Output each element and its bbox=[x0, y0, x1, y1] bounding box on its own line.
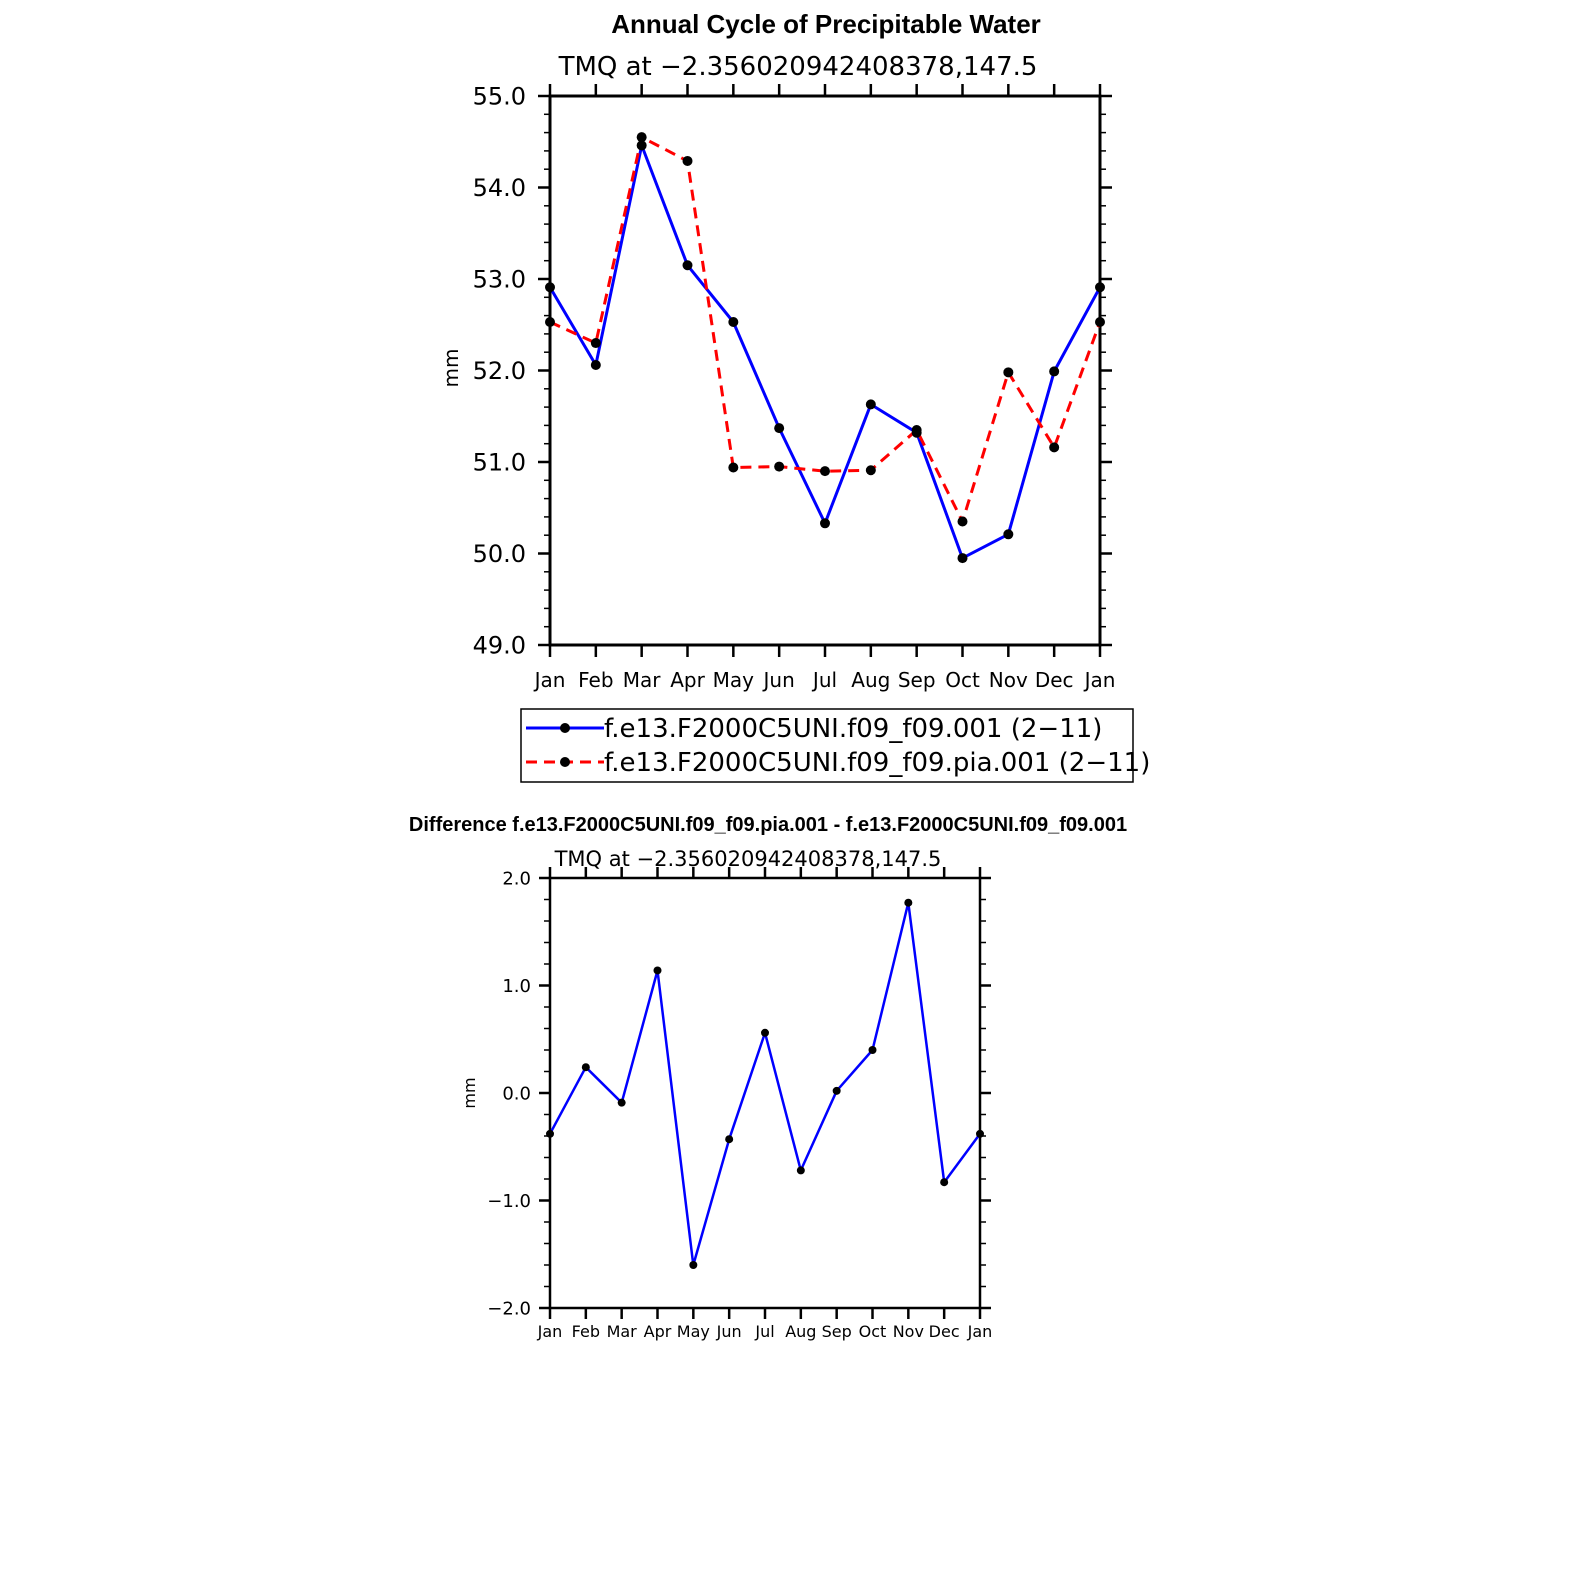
difference-x-tick-label: Jan bbox=[967, 1322, 993, 1341]
x-tick-label: Apr bbox=[670, 668, 705, 692]
difference-series-line-1 bbox=[548, 901, 982, 1267]
series-2-point bbox=[682, 155, 693, 166]
difference-series-1-point bbox=[653, 966, 662, 975]
series-line-1 bbox=[548, 143, 1102, 560]
difference-series-1-point bbox=[689, 1261, 698, 1269]
series-2-point bbox=[636, 132, 647, 143]
difference-x-tick-label: Mar bbox=[607, 1322, 638, 1341]
x-tick-label: Nov bbox=[989, 668, 1028, 692]
series-1-point bbox=[1095, 282, 1105, 293]
chart-subtitle: TMQ at −2.356020942408378,147.5 bbox=[558, 52, 1038, 82]
difference-chart-title: Difference f.e13.F2000C5UNI.f09_f09.pia.… bbox=[409, 814, 1127, 836]
series-2-point bbox=[774, 461, 785, 472]
x-tick-label: Sep bbox=[898, 668, 936, 692]
series-1-point bbox=[820, 518, 830, 529]
difference-x-tick-label: Feb bbox=[572, 1322, 600, 1341]
difference-plot-frame bbox=[548, 876, 982, 1310]
series-2-point bbox=[590, 338, 601, 349]
axis-ticks: Jan Feb Mar Apr May Jun Jul Aug Sep Oct Nov Dec Jan 4… bbox=[473, 83, 1116, 692]
x-tick-label: May bbox=[713, 668, 755, 692]
difference-series-1-point bbox=[832, 1086, 841, 1095]
x-tick-label: Jul bbox=[811, 668, 837, 692]
annual-cycle-panel: Annual Cycle of Precipitable Water TMQ a… bbox=[439, 9, 1150, 783]
series-layer bbox=[545, 132, 1105, 564]
difference-series-1-point bbox=[796, 1166, 805, 1175]
series-1-point bbox=[590, 360, 601, 371]
difference-y-axis-label: mm bbox=[460, 1077, 479, 1108]
difference-series-1-point bbox=[761, 1028, 769, 1037]
y-tick-label: 55.0 bbox=[473, 83, 526, 111]
difference-series-1-point bbox=[581, 1063, 590, 1072]
difference-axis-ticks: Jan Feb Mar Apr May Jun Jul Aug Sep Oct Nov Dec Jan−… bbox=[487, 867, 992, 1341]
difference-y-tick-label: 0.0 bbox=[502, 1083, 531, 1104]
series-1-point bbox=[774, 423, 785, 434]
series-2-point bbox=[1049, 442, 1060, 453]
y-tick-label: 50.0 bbox=[473, 540, 526, 568]
difference-x-tick-label: Aug bbox=[785, 1322, 816, 1341]
x-tick-label: Jan bbox=[533, 668, 566, 692]
series-1-point bbox=[545, 282, 555, 293]
difference-x-tick-label: Jul bbox=[754, 1322, 774, 1341]
difference-y-tick-label: 1.0 bbox=[502, 976, 531, 997]
series-2-point bbox=[1095, 317, 1105, 328]
difference-x-tick-label: Apr bbox=[644, 1322, 672, 1341]
difference-series-layer bbox=[546, 898, 984, 1269]
difference-panel: Difference f.e13.F2000C5UNI.f09_f09.pia.… bbox=[409, 814, 1127, 1341]
difference-chart-subtitle: TMQ at −2.356020942408378,147.5 bbox=[554, 847, 942, 871]
y-tick-label: 54.0 bbox=[473, 174, 526, 202]
difference-series-1-point bbox=[725, 1135, 734, 1144]
y-tick-label: 52.0 bbox=[473, 357, 526, 385]
difference-x-tick-label: May bbox=[677, 1322, 710, 1341]
y-tick-label: 51.0 bbox=[473, 449, 526, 477]
difference-series-1-point bbox=[940, 1178, 949, 1187]
difference-series-1-point bbox=[904, 898, 913, 907]
legend-marker-series-2 bbox=[560, 757, 570, 767]
series-1-point bbox=[957, 553, 968, 564]
y-tick-label: 49.0 bbox=[473, 632, 526, 660]
legend-marker-series-1 bbox=[560, 723, 570, 733]
x-tick-label: Feb bbox=[578, 668, 613, 692]
difference-series-1-point bbox=[976, 1129, 984, 1138]
x-tick-label: Jun bbox=[762, 668, 795, 692]
legend: f.e13.F2000C5UNI.f09_f09.001 (2−11) f.e1… bbox=[520, 708, 1150, 783]
series-1-point bbox=[1003, 529, 1014, 540]
legend-label-series-2: f.e13.F2000C5UNI.f09_f09.pia.001 (2−11) bbox=[604, 748, 1150, 778]
series-2-point bbox=[865, 465, 876, 476]
series-2-point bbox=[820, 466, 830, 477]
series-1-point bbox=[682, 260, 693, 271]
series-1-point bbox=[1049, 366, 1060, 377]
difference-series-1-point bbox=[617, 1098, 626, 1107]
x-tick-label: Jan bbox=[1083, 668, 1116, 692]
x-tick-label: Oct bbox=[945, 668, 980, 692]
series-1-point bbox=[865, 399, 876, 410]
series-2-point bbox=[728, 462, 739, 473]
series-2-point bbox=[1003, 367, 1014, 378]
x-tick-label: Dec bbox=[1035, 668, 1074, 692]
difference-series-1-point bbox=[546, 1129, 554, 1138]
series-2-point bbox=[957, 516, 968, 527]
series-2-point bbox=[911, 424, 922, 435]
difference-y-tick-label: −2.0 bbox=[487, 1298, 531, 1319]
difference-x-tick-label: Nov bbox=[893, 1322, 924, 1341]
series-1-point bbox=[636, 140, 647, 151]
series-2-point bbox=[545, 317, 555, 328]
y-tick-label: 53.0 bbox=[473, 266, 526, 294]
difference-x-tick-label: Jun bbox=[716, 1322, 742, 1341]
x-tick-label: Aug bbox=[851, 668, 890, 692]
series-1-point bbox=[728, 317, 739, 328]
difference-y-tick-label: −1.0 bbox=[487, 1191, 531, 1212]
x-tick-label: Mar bbox=[623, 668, 662, 692]
chart-title: Annual Cycle of Precipitable Water bbox=[611, 9, 1041, 39]
difference-x-tick-label: Oct bbox=[859, 1322, 887, 1341]
difference-x-tick-label: Dec bbox=[929, 1322, 960, 1341]
legend-label-series-1: f.e13.F2000C5UNI.f09_f09.001 (2−11) bbox=[604, 714, 1102, 744]
y-axis-label: mm bbox=[439, 349, 463, 388]
difference-x-tick-label: Sep bbox=[822, 1322, 852, 1341]
difference-x-tick-label: Jan bbox=[537, 1322, 563, 1341]
difference-y-tick-label: 2.0 bbox=[502, 868, 531, 889]
difference-series-1-point bbox=[868, 1046, 877, 1054]
legend-box bbox=[520, 708, 1134, 783]
